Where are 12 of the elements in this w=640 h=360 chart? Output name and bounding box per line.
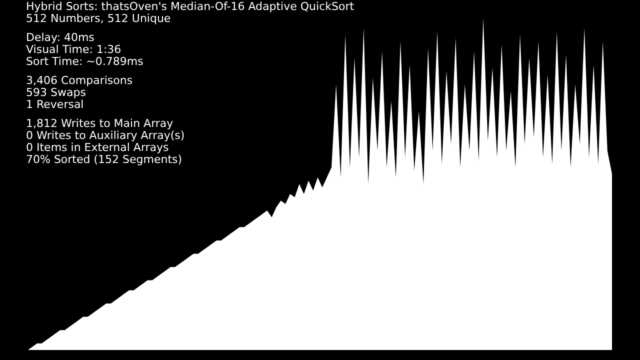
chart-title: Hybrid Sorts: thatsOven's Median-Of-16 Adaptive QuickSort xyxy=(26,0,354,13)
annotation: Delay: 40ms xyxy=(26,31,96,44)
annotation: 593 Swaps xyxy=(26,86,86,99)
annotation: 1 Reversal xyxy=(26,98,84,111)
annotation: 3,406 Comparisons xyxy=(26,74,134,87)
annotation: Visual Time: 1:36 xyxy=(26,43,122,56)
annotation: 70% Sorted (152 Segments) xyxy=(26,153,184,166)
annotation: 0 Writes to Auxiliary Array(s) xyxy=(26,129,186,142)
annotation: Sort Time: ~0.789ms xyxy=(26,55,144,68)
annotation: 1,812 Writes to Main Array xyxy=(26,117,174,130)
annotation: 0 Items in External Arrays xyxy=(26,141,169,154)
chart-subtitle: 512 Numbers, 512 Unique xyxy=(26,12,172,25)
